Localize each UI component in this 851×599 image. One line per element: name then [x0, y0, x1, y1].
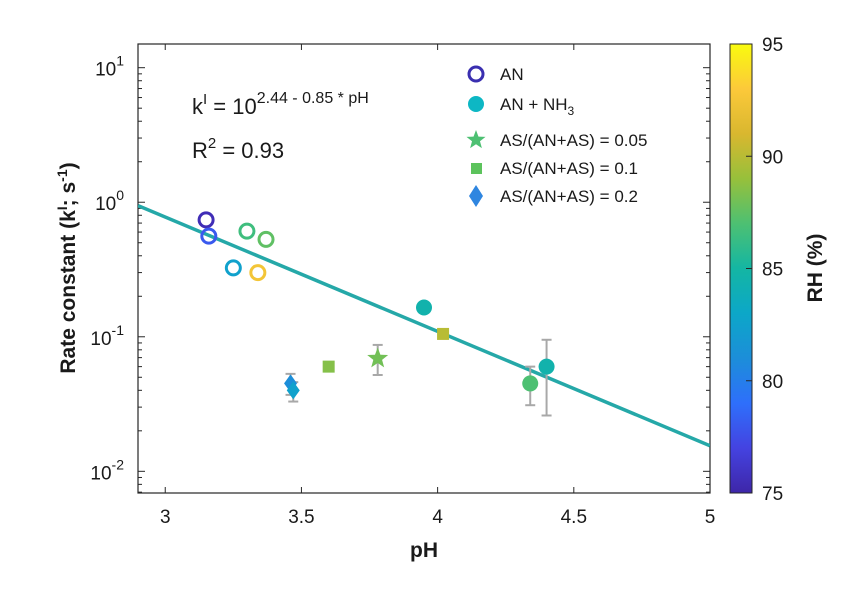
point-an [224, 259, 242, 277]
y-tick-label: 10-1 [90, 322, 124, 350]
legend-marker-star [466, 130, 486, 149]
point-as-02 [286, 381, 300, 400]
x-tick-label: 5 [705, 507, 716, 528]
legend: AN AN + NH3 AS/(AN+AS) = 0.05 AS/(AN+AS)… [466, 65, 647, 207]
legend-marker-diamond [469, 185, 483, 207]
x-tick-label: 3.5 [288, 507, 314, 528]
legend-label-as-02: AS/(AN+AS) = 0.2 [500, 187, 638, 206]
colorbar-tick-label: 95 [762, 35, 783, 56]
legend-label-an: AN [500, 65, 524, 84]
x-tick-label: 3 [160, 507, 171, 528]
fit-equation: kI = 102.44 - 0.85 * pH [192, 90, 369, 119]
colorbar-tick-label: 75 [762, 484, 783, 505]
point-an [249, 264, 267, 282]
colorbar-tick-label: 80 [762, 372, 783, 393]
y-tick-label: 100 [95, 187, 124, 215]
y-axis-label: Rate constant (kI; s-1) [54, 162, 80, 373]
y-axis-ticks: 10-2 10-1 100 101 [90, 53, 710, 493]
x-tick-label: 4 [432, 507, 443, 528]
colorbar-tick-label: 85 [762, 260, 783, 281]
colorbar-label: RH (%) [804, 234, 827, 303]
x-tick-label: 4.5 [561, 507, 587, 528]
point-an [257, 230, 275, 248]
legend-label-as-01: AS/(AN+AS) = 0.1 [500, 159, 638, 178]
r-squared: R2 = 0.93 [192, 135, 284, 163]
x-axis-ticks: 3 3.5 4 4.5 5 [160, 44, 715, 528]
fit-line [138, 203, 710, 448]
point-an-nh3 [538, 358, 555, 375]
point-an [197, 211, 215, 229]
point-an [238, 222, 256, 240]
point-as-01 [437, 327, 450, 340]
plot-area [137, 43, 711, 494]
legend-label-an-nh3: AN + NH3 [500, 95, 575, 118]
legend-marker-square [471, 163, 482, 174]
legend-marker-an [467, 65, 485, 83]
point-an-nh3 [416, 299, 432, 316]
x-axis-label: pH [410, 539, 438, 562]
point-as-005 [367, 347, 389, 368]
legend-label-as-005: AS/(AN+AS) = 0.05 [500, 131, 647, 150]
y-tick-label: 101 [95, 53, 124, 81]
colorbar-tick-label: 90 [762, 147, 783, 168]
colorbar-ticks: 75 80 85 90 95 [746, 35, 783, 505]
point-as-01 [322, 360, 335, 373]
y-tick-label: 10-2 [90, 456, 124, 484]
legend-marker-an-nh3 [468, 96, 484, 112]
point-an-nh3 [522, 375, 539, 392]
data-points [197, 211, 555, 400]
point-an [200, 227, 218, 245]
